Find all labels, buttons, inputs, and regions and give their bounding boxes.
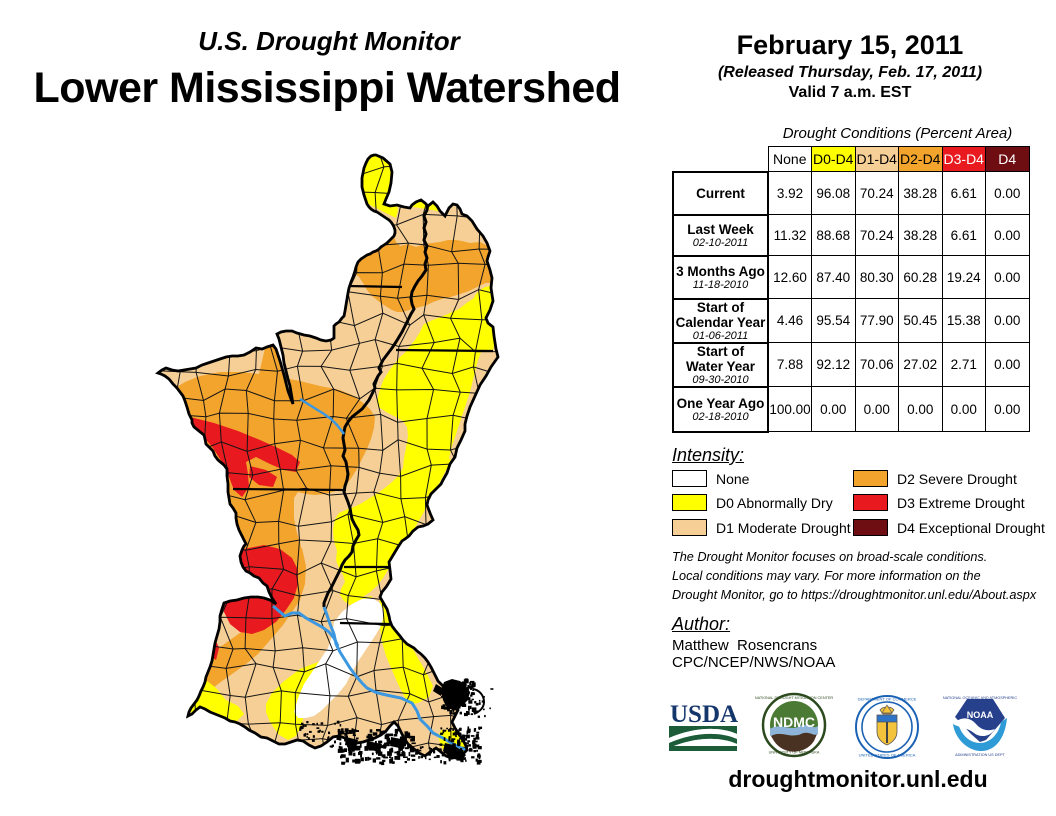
svg-text:USDA: USDA bbox=[670, 701, 738, 728]
svg-text:NOAA: NOAA bbox=[967, 710, 994, 720]
svg-text:UNITED STATES OF AMERICA: UNITED STATES OF AMERICA bbox=[859, 753, 916, 758]
svg-text:NATIONAL OCEANIC AND ATMOSPHER: NATIONAL OCEANIC AND ATMOSPHERIC bbox=[943, 696, 1017, 700]
svg-text:DEPARTMENT OF COMMERCE: DEPARTMENT OF COMMERCE bbox=[858, 697, 917, 702]
svg-text:NATIONAL DROUGHT MITIGATION CE: NATIONAL DROUGHT MITIGATION CENTER bbox=[755, 696, 834, 700]
svg-text:ADMINISTRATION US DEPT: ADMINISTRATION US DEPT bbox=[955, 753, 1005, 757]
svg-text:NDMC: NDMC bbox=[773, 714, 815, 730]
svg-text:UNIVERSITY OF NEBRASKA: UNIVERSITY OF NEBRASKA bbox=[769, 751, 820, 755]
